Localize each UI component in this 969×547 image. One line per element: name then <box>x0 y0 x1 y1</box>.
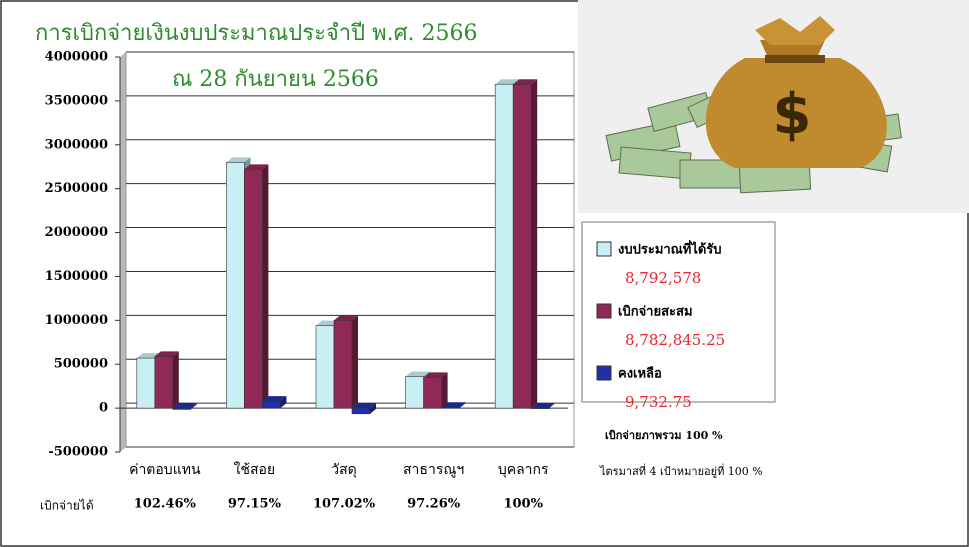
bar <box>406 377 424 409</box>
bar-side <box>352 315 358 408</box>
y-tick-label: 1500000 <box>45 269 108 284</box>
bar <box>442 407 460 408</box>
bar <box>352 408 370 414</box>
bar-side <box>442 372 448 408</box>
y-tick-label: 3000000 <box>45 137 108 152</box>
legend-total: 9,732.75 <box>625 393 692 411</box>
x-tick-label: ค่าตอบแทน <box>129 462 201 478</box>
x-tick-label: วัสดุ <box>331 462 357 478</box>
bar-side <box>531 79 537 408</box>
legend-swatch <box>597 366 611 380</box>
legend-total: 8,782,845.25 <box>625 331 725 349</box>
bar <box>262 401 280 408</box>
bar <box>334 320 352 408</box>
note: ไตรมาสที่ 4 เป้าหมายอยู่ที่ 100 % <box>599 463 763 478</box>
y-tick-label: 2000000 <box>45 225 108 240</box>
bar-side <box>262 164 268 408</box>
y-tick-label: 2500000 <box>45 181 108 196</box>
bar <box>316 326 334 409</box>
plot-wall-side <box>120 52 126 452</box>
legend-swatch <box>597 304 611 318</box>
y-tick-label: 4000000 <box>45 50 108 65</box>
svg-text:$: $ <box>773 82 812 147</box>
y-tick-label: 1000000 <box>45 313 108 328</box>
x-tick-label: ใช้สอย <box>234 461 276 478</box>
chart-title: การเบิกจ่ายเงินงบประมาณประจำปี พ.ศ. 2566 <box>35 21 478 46</box>
rate: 97.26% <box>407 497 461 512</box>
y-tick-label: 500000 <box>54 357 108 372</box>
y-tick-label: 3500000 <box>45 93 108 108</box>
money-illustration: $ <box>578 0 969 213</box>
bar <box>137 358 155 408</box>
rate-label: เบิกจ่ายได้ <box>40 499 94 513</box>
legend-total: 8,792,578 <box>625 269 701 287</box>
bar-side <box>173 351 179 408</box>
y-tick-label: 0 <box>99 401 108 416</box>
bar <box>244 169 262 408</box>
x-tick-label: บุคลากร <box>498 462 549 478</box>
legend-label: เบิกจ่ายสะสม <box>618 305 693 320</box>
chart: $ การเบิกจ่ายเงินงบประมาณประจำปี พ.ศ. 25… <box>0 0 969 547</box>
chart-subtitle: ณ 28 กันยายน 2566 <box>172 67 379 92</box>
bar <box>226 162 244 408</box>
rate: 102.46% <box>134 497 197 512</box>
x-tick-label: สาธารณูฯ <box>403 462 464 478</box>
rate: 100% <box>503 497 543 512</box>
bar <box>173 408 191 409</box>
legend-label: งบประมาณที่ได้รับ <box>618 240 722 258</box>
legend-swatch <box>597 242 611 256</box>
bar <box>513 84 531 408</box>
legend-label: คงเหลือ <box>618 366 662 382</box>
note: เบิกจ่ายภาพรวม 100 % <box>605 429 723 442</box>
rate: 97.15% <box>228 497 282 512</box>
bar <box>531 408 549 409</box>
bar <box>155 356 173 408</box>
bar <box>495 84 513 408</box>
y-tick-label: -500000 <box>48 445 108 460</box>
rate: 107.02% <box>313 497 376 512</box>
bar <box>424 377 442 408</box>
